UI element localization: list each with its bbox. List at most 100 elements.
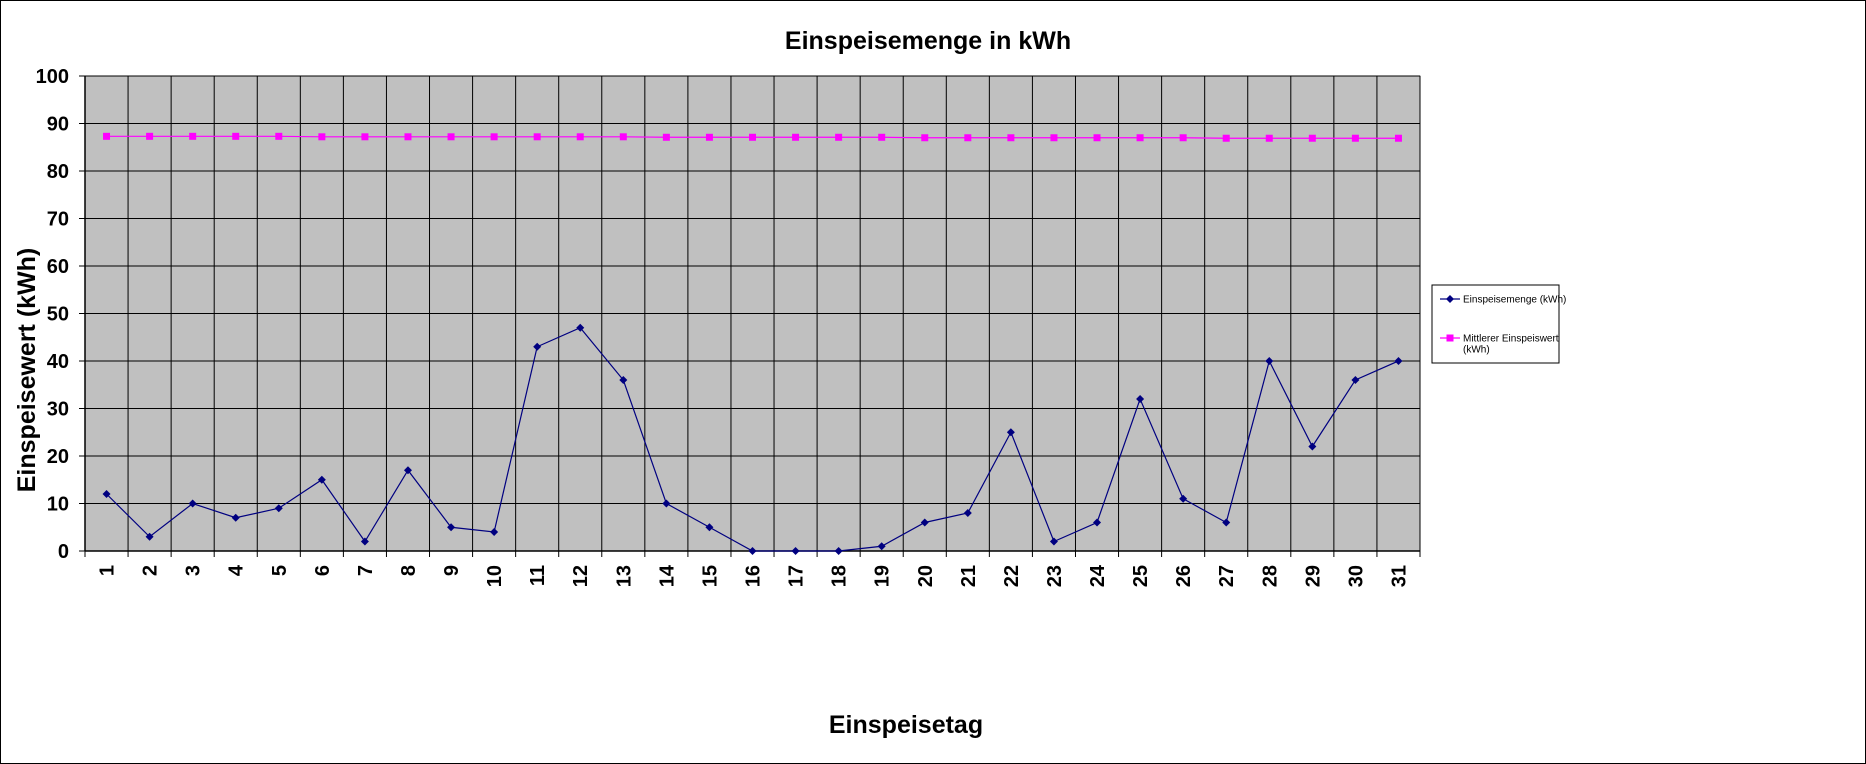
y-tick-label: 50 — [47, 304, 69, 326]
data-point — [1222, 134, 1230, 142]
x-tick-label: 7 — [355, 565, 377, 576]
data-point — [1308, 442, 1317, 451]
x-tick-label: 16 — [743, 565, 765, 587]
data-point — [576, 323, 585, 332]
x-tick-label: 27 — [1216, 565, 1238, 587]
legend: Einspeisemenge (kWh) Mittlerer Einspeiswe… — [1431, 284, 1566, 364]
data-point — [1007, 134, 1015, 142]
data-point — [705, 133, 713, 141]
y-axis-title: Einspeisewert (kWh) — [13, 248, 41, 493]
data-point — [1049, 537, 1058, 546]
data-point — [1394, 357, 1403, 365]
x-tick-label: 19 — [872, 565, 894, 587]
data-point — [447, 523, 456, 532]
x-tick-label: 9 — [441, 565, 463, 576]
y-tick-label: 10 — [47, 494, 69, 516]
x-tick-label: 6 — [312, 565, 334, 576]
x-tick-label: 15 — [699, 565, 721, 587]
data-point — [103, 132, 111, 140]
data-point — [705, 523, 714, 532]
data-point — [576, 133, 584, 141]
x-tick-label: 8 — [398, 565, 420, 576]
y-tick-label: 70 — [47, 209, 69, 231]
data-point — [1351, 134, 1359, 142]
legend-box — [1431, 284, 1560, 364]
legend-label: Einspeisemenge (kWh) — [1463, 295, 1566, 306]
data-point — [188, 499, 197, 508]
data-point — [1179, 134, 1187, 142]
legend-label: Mittlerer Einspeiswert — [1463, 334, 1559, 345]
data-point — [231, 513, 240, 522]
data-point — [749, 133, 756, 141]
data-point — [102, 490, 111, 498]
data-point — [1006, 428, 1015, 437]
x-tick-label: 29 — [1302, 565, 1324, 587]
x-tick-label: 20 — [915, 565, 937, 587]
data-point — [1179, 494, 1188, 503]
y-tick-label: 60 — [47, 256, 69, 278]
data-point — [317, 475, 326, 484]
y-tick-label: 30 — [47, 399, 69, 421]
y-tick-labels: 0 10 20 30 40 50 60 70 80 90 100 — [36, 66, 69, 563]
x-tick-label: 31 — [1388, 565, 1410, 587]
data-point — [619, 133, 627, 141]
data-point — [146, 132, 154, 140]
data-point — [964, 134, 972, 142]
y-tick-label: 20 — [47, 446, 69, 468]
data-point — [533, 342, 542, 351]
data-point — [662, 499, 671, 508]
series-1 — [102, 323, 1403, 555]
data-point — [1093, 518, 1102, 527]
x-tick-label: 12 — [570, 565, 592, 587]
data-point — [447, 133, 455, 141]
data-point — [1222, 518, 1231, 527]
series-2 — [103, 132, 1402, 142]
data-point — [232, 132, 240, 140]
x-tick-label: 25 — [1130, 565, 1152, 587]
data-point — [361, 133, 369, 141]
x-tick-label: 4 — [226, 564, 248, 576]
data-point — [145, 532, 154, 541]
data-point — [274, 504, 283, 513]
x-tick-label: 17 — [786, 565, 808, 587]
x-tick-label: 10 — [484, 565, 506, 587]
data-point — [1050, 134, 1058, 142]
data-point — [490, 133, 498, 141]
data-point — [490, 528, 499, 536]
x-tick-label: 24 — [1087, 564, 1109, 587]
data-point — [619, 376, 628, 384]
data-point — [1265, 134, 1273, 142]
data-point — [1308, 134, 1316, 142]
data-point — [1093, 134, 1101, 142]
data-point — [963, 509, 972, 517]
x-tick-label: 21 — [958, 565, 980, 587]
legend-swatch-marker — [1446, 295, 1454, 303]
x-tick-label: 11 — [527, 565, 549, 586]
x-tick-label: 3 — [183, 565, 205, 576]
x-tick-label: 13 — [613, 565, 635, 587]
x-tick-label: 26 — [1173, 565, 1195, 587]
data-point — [275, 132, 283, 140]
x-axis-title: Einspeisetag — [829, 711, 983, 739]
x-tick-label: 22 — [1001, 565, 1023, 587]
legend-swatch-marker — [1446, 334, 1454, 342]
y-tick-label: 40 — [47, 351, 69, 373]
data-point — [533, 133, 541, 141]
x-tick-label: 1 — [97, 565, 119, 576]
data-point — [662, 133, 670, 141]
x-tick-label: 18 — [829, 565, 851, 587]
data-point — [791, 547, 800, 555]
legend-label: (kWh) — [1463, 345, 1490, 356]
data-point — [1394, 134, 1402, 142]
data-point — [1136, 395, 1145, 403]
y-tick-label: 90 — [47, 114, 69, 136]
data-point — [835, 133, 843, 141]
x-tick-label: 5 — [269, 565, 291, 576]
data-point — [189, 132, 197, 140]
y-tick-label: 80 — [47, 161, 69, 183]
data-point — [404, 133, 412, 141]
y-tick-label: 100 — [36, 66, 69, 88]
data-point — [921, 134, 929, 142]
